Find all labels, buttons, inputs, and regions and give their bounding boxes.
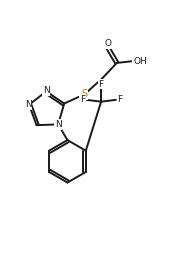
Text: F: F	[117, 95, 123, 104]
Text: N: N	[25, 100, 32, 109]
Text: O: O	[104, 39, 111, 48]
Text: F: F	[80, 95, 85, 104]
Text: N: N	[43, 86, 50, 95]
Text: F: F	[99, 80, 104, 89]
Text: OH: OH	[133, 56, 147, 65]
Text: S: S	[81, 89, 88, 99]
Text: N: N	[55, 120, 62, 129]
